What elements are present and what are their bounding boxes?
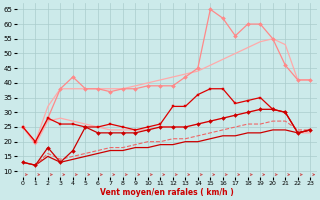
- X-axis label: Vent moyen/en rafales ( km/h ): Vent moyen/en rafales ( km/h ): [100, 188, 234, 197]
